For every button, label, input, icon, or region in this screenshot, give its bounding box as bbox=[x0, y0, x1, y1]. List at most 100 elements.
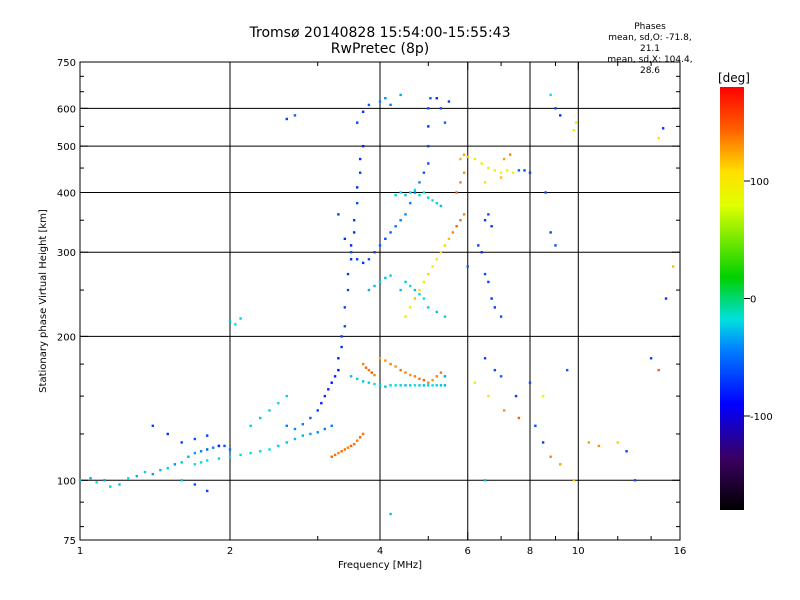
data-point bbox=[239, 453, 242, 457]
data-point bbox=[587, 441, 591, 444]
data-point bbox=[462, 171, 466, 174]
x-tick-label: 2 bbox=[227, 546, 233, 557]
data-point bbox=[541, 394, 545, 398]
data-point bbox=[435, 258, 438, 261]
data-point bbox=[293, 427, 297, 431]
data-point bbox=[559, 114, 562, 117]
data-point bbox=[487, 394, 490, 398]
data-point bbox=[534, 424, 537, 428]
data-point bbox=[323, 427, 327, 431]
data-point bbox=[193, 437, 197, 441]
data-point bbox=[389, 362, 392, 366]
colorbar-tick-label: 0 bbox=[750, 295, 756, 306]
x-axis-label: Frequency [MHz] bbox=[338, 560, 422, 571]
data-point bbox=[337, 213, 340, 216]
data-point bbox=[349, 258, 353, 261]
data-point bbox=[443, 121, 447, 124]
grid-lines bbox=[80, 62, 680, 540]
data-point bbox=[466, 155, 469, 159]
data-point bbox=[616, 441, 619, 444]
data-point bbox=[151, 472, 155, 476]
data-point bbox=[443, 384, 447, 387]
data-points bbox=[78, 93, 675, 516]
data-point bbox=[103, 479, 106, 482]
data-point bbox=[337, 451, 340, 455]
data-point bbox=[528, 171, 532, 174]
data-point bbox=[389, 103, 392, 107]
data-point bbox=[349, 244, 353, 247]
data-point bbox=[413, 384, 417, 387]
data-point bbox=[367, 381, 371, 384]
data-point bbox=[173, 463, 177, 466]
data-point bbox=[413, 188, 417, 192]
data-point bbox=[193, 483, 197, 486]
data-point bbox=[327, 388, 330, 391]
x-tick-label: 6 bbox=[465, 546, 471, 557]
data-point bbox=[180, 479, 183, 482]
data-point bbox=[309, 432, 312, 436]
data-point bbox=[373, 284, 376, 288]
data-point bbox=[499, 176, 503, 179]
data-point bbox=[544, 191, 547, 194]
data-point bbox=[427, 162, 430, 165]
data-point bbox=[459, 157, 462, 161]
data-point bbox=[466, 265, 469, 268]
data-point bbox=[511, 171, 515, 174]
data-point bbox=[323, 394, 327, 398]
data-point bbox=[447, 100, 451, 103]
data-point bbox=[431, 265, 434, 268]
data-point bbox=[193, 451, 197, 455]
data-point bbox=[671, 265, 675, 268]
data-point bbox=[427, 107, 430, 110]
data-point bbox=[487, 166, 490, 170]
data-point bbox=[413, 375, 417, 378]
data-point bbox=[418, 181, 421, 184]
data-point bbox=[422, 280, 426, 284]
data-point bbox=[205, 459, 209, 462]
data-point bbox=[205, 489, 209, 493]
data-point bbox=[180, 461, 183, 464]
data-point bbox=[418, 384, 421, 387]
x-tick-label: 16 bbox=[674, 546, 687, 557]
data-point bbox=[574, 121, 578, 124]
data-point bbox=[439, 384, 443, 387]
data-point bbox=[355, 258, 359, 261]
colorbar bbox=[720, 87, 744, 510]
y-tick-label: 400 bbox=[57, 188, 76, 199]
data-point bbox=[413, 297, 417, 300]
data-point bbox=[435, 375, 438, 378]
data-point bbox=[404, 371, 407, 374]
data-point bbox=[199, 461, 203, 464]
phases-title: Phases bbox=[634, 22, 666, 32]
data-point bbox=[389, 512, 392, 516]
data-point bbox=[625, 450, 628, 453]
data-point bbox=[378, 280, 382, 284]
data-point bbox=[118, 483, 121, 486]
y-tick-label: 500 bbox=[57, 142, 76, 153]
y-tick-label: 300 bbox=[57, 248, 76, 259]
data-point bbox=[409, 306, 412, 309]
colorbar-label: [deg] bbox=[718, 71, 750, 85]
data-point bbox=[352, 219, 356, 222]
data-point bbox=[439, 107, 443, 110]
phases-o-mode: mean, sd,O: -71.8, 21.1 bbox=[608, 33, 692, 54]
data-point bbox=[499, 315, 503, 318]
data-point bbox=[418, 288, 421, 292]
data-point bbox=[418, 293, 421, 296]
data-point bbox=[404, 213, 407, 216]
data-point bbox=[439, 251, 443, 254]
data-point bbox=[217, 444, 221, 448]
data-point bbox=[367, 258, 371, 261]
data-point bbox=[205, 434, 209, 437]
data-point bbox=[447, 237, 451, 241]
data-point bbox=[409, 191, 412, 194]
data-point bbox=[384, 385, 387, 388]
data-point bbox=[340, 450, 343, 453]
data-point bbox=[277, 444, 280, 448]
data-point bbox=[166, 466, 169, 470]
data-point bbox=[483, 219, 487, 222]
data-point bbox=[205, 448, 209, 451]
colorbar-ticks: 100 0 -100 bbox=[744, 177, 773, 423]
data-point bbox=[439, 371, 443, 374]
chart-title: Tromsø 20140828 15:54:00-15:55:43 RwPret… bbox=[230, 25, 530, 57]
